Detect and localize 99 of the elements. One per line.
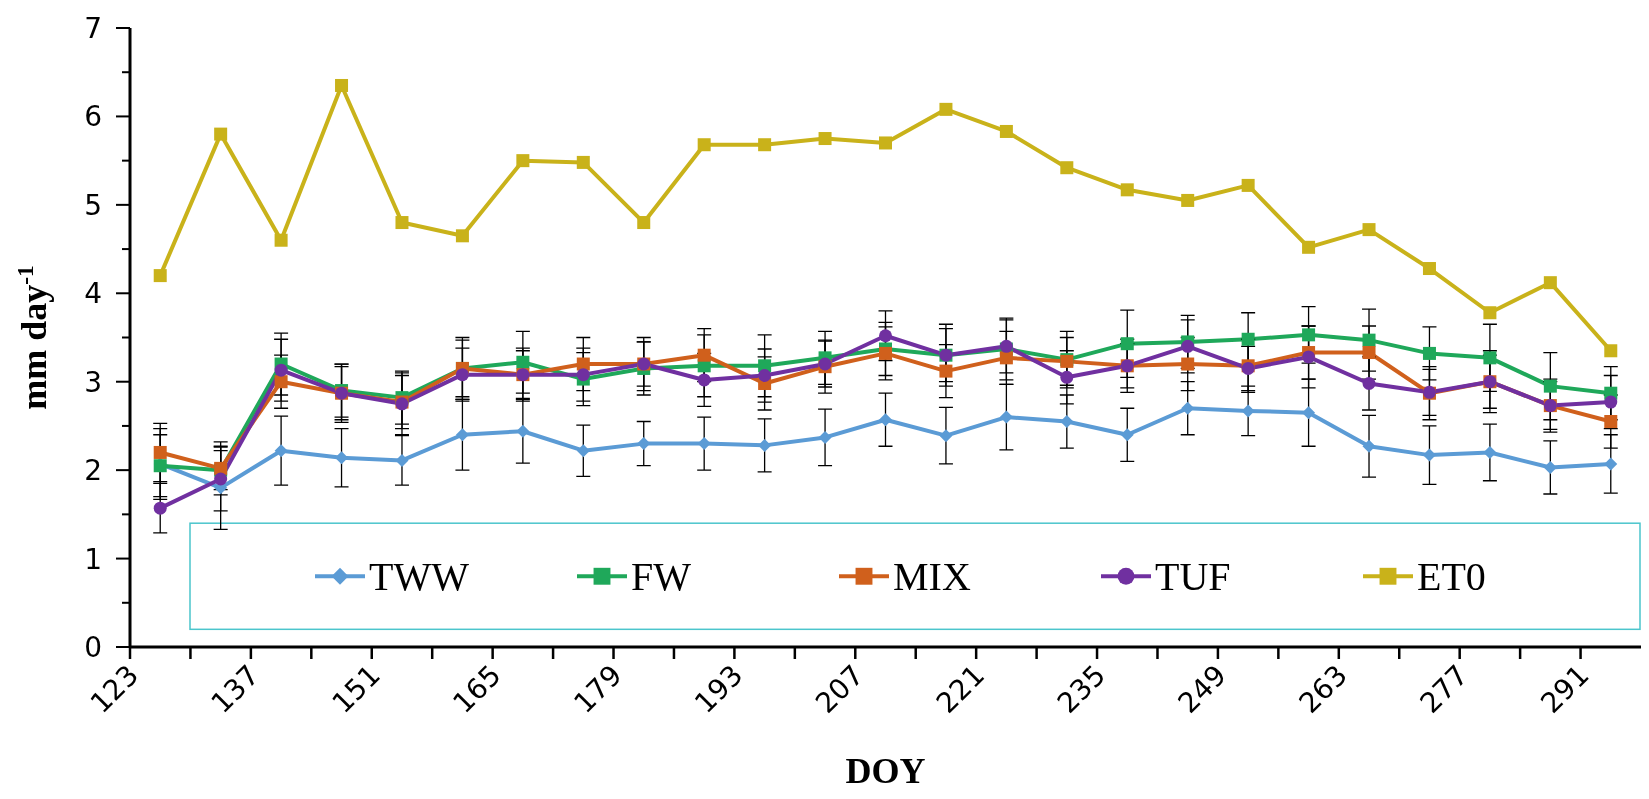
point — [1120, 183, 1134, 197]
point — [999, 410, 1013, 424]
point — [1302, 240, 1316, 254]
point — [1362, 346, 1376, 360]
y-tick-label: 7 — [84, 12, 102, 45]
point — [395, 216, 409, 230]
point — [1604, 344, 1618, 358]
x-tick-label: 193 — [688, 658, 750, 720]
point — [879, 329, 892, 343]
point — [1483, 351, 1497, 365]
x-tick-label: 291 — [1534, 658, 1596, 720]
point — [697, 373, 711, 387]
point — [1120, 428, 1134, 442]
point — [1181, 193, 1195, 207]
point — [697, 437, 711, 451]
point — [939, 364, 953, 378]
point — [1483, 306, 1497, 320]
y-tick-label: 1 — [84, 542, 102, 576]
point — [1241, 332, 1255, 346]
point — [335, 451, 349, 465]
point — [576, 368, 590, 382]
legend-label: FW — [631, 554, 692, 600]
x-tick-label: 179 — [567, 658, 629, 720]
point — [1483, 445, 1497, 459]
point — [1604, 457, 1618, 471]
point — [1302, 328, 1316, 342]
point — [1241, 178, 1255, 192]
point — [758, 438, 772, 452]
point — [1120, 337, 1134, 351]
y-tick-label: 4 — [84, 277, 102, 311]
point — [697, 138, 711, 152]
point — [1302, 350, 1316, 364]
point — [1604, 395, 1618, 409]
point — [1422, 448, 1436, 462]
point — [1422, 262, 1436, 276]
legend-label: TWW — [369, 554, 470, 600]
point — [879, 136, 892, 150]
point — [274, 233, 288, 247]
x-tick-label: 263 — [1292, 658, 1354, 720]
point — [1543, 276, 1557, 290]
point — [516, 154, 530, 168]
point — [999, 351, 1013, 365]
point — [153, 501, 167, 515]
point — [153, 445, 167, 459]
point — [455, 368, 469, 382]
point — [1241, 404, 1255, 418]
point — [1181, 339, 1195, 353]
point — [516, 424, 530, 438]
y-tick-label: 2 — [84, 454, 102, 488]
point — [153, 269, 167, 283]
y-tick-label: 3 — [84, 365, 102, 399]
point — [1060, 415, 1074, 429]
point — [879, 346, 892, 360]
point — [1604, 415, 1618, 429]
point — [939, 429, 953, 443]
point — [1362, 439, 1376, 453]
point — [576, 444, 590, 458]
point — [1302, 406, 1316, 420]
point — [274, 375, 288, 389]
point — [1362, 333, 1376, 347]
point — [818, 132, 832, 146]
point — [1060, 161, 1074, 175]
point — [1362, 223, 1376, 237]
point — [274, 444, 288, 458]
point — [1181, 401, 1195, 415]
legend-label: ET0 — [1417, 554, 1486, 600]
point — [1543, 460, 1557, 474]
point — [637, 437, 651, 451]
point — [758, 138, 772, 152]
point — [455, 229, 469, 243]
x-tick-label: 165 — [446, 658, 508, 720]
point — [1181, 357, 1195, 371]
y-tick-label: 5 — [84, 188, 102, 222]
point — [939, 102, 953, 116]
point — [1543, 379, 1557, 393]
point — [1422, 346, 1436, 360]
point — [1362, 376, 1376, 390]
point — [274, 363, 288, 377]
point — [818, 430, 832, 444]
point — [455, 428, 469, 442]
point — [395, 453, 409, 467]
y-tick-label: 6 — [84, 100, 102, 134]
point — [1060, 370, 1074, 384]
point — [214, 472, 228, 486]
point — [516, 355, 530, 369]
point — [758, 369, 772, 383]
x-axis-title: DOY — [845, 751, 926, 791]
x-tick-label: 151 — [325, 658, 387, 720]
x-tick-label: 249 — [1171, 658, 1233, 720]
point — [697, 348, 711, 362]
legend-label: MIX — [893, 554, 971, 600]
legend-label: TUF — [1155, 554, 1231, 600]
x-tick-label: 221 — [929, 658, 992, 720]
point — [576, 155, 590, 169]
point — [637, 216, 651, 230]
point — [879, 413, 892, 427]
point — [999, 124, 1013, 138]
point — [214, 127, 228, 141]
point — [335, 78, 349, 92]
